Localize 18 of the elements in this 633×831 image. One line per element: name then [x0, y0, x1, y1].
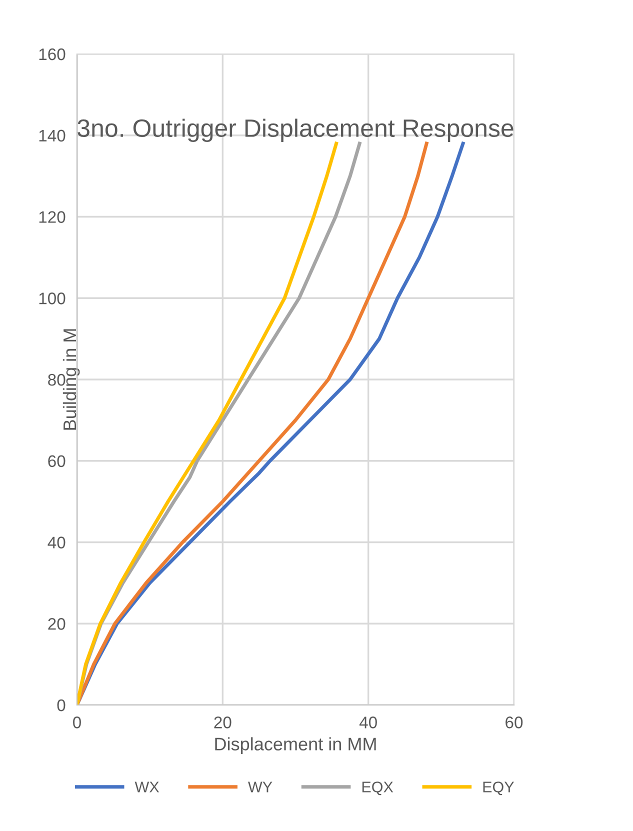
y-tick-label: 120	[39, 211, 66, 223]
y-tick-label: 0	[57, 699, 66, 712]
y-tick-label: 160	[39, 48, 66, 60]
x-tick-label: 40	[359, 716, 377, 728]
x-tick-label: 0	[73, 716, 81, 728]
legend-label: WX	[134, 782, 160, 792]
x-tick-label: 20	[214, 716, 232, 728]
legend-label: EQX	[362, 782, 394, 796]
x-axis-title: Displacement in MM	[215, 737, 376, 754]
legend-label: WY	[248, 782, 272, 792]
y-tick-label: 60	[48, 455, 66, 468]
y-tick-label: 40	[48, 536, 66, 548]
y-tick-label: 100	[39, 292, 66, 304]
text: 3no. Outrigger Displacement Response	[78, 118, 514, 142]
legend-label: EQY	[483, 782, 514, 796]
x-tick-label: 60	[506, 716, 523, 728]
y-tick-label: 20	[48, 618, 66, 630]
y-tick-label: 140	[39, 130, 66, 142]
